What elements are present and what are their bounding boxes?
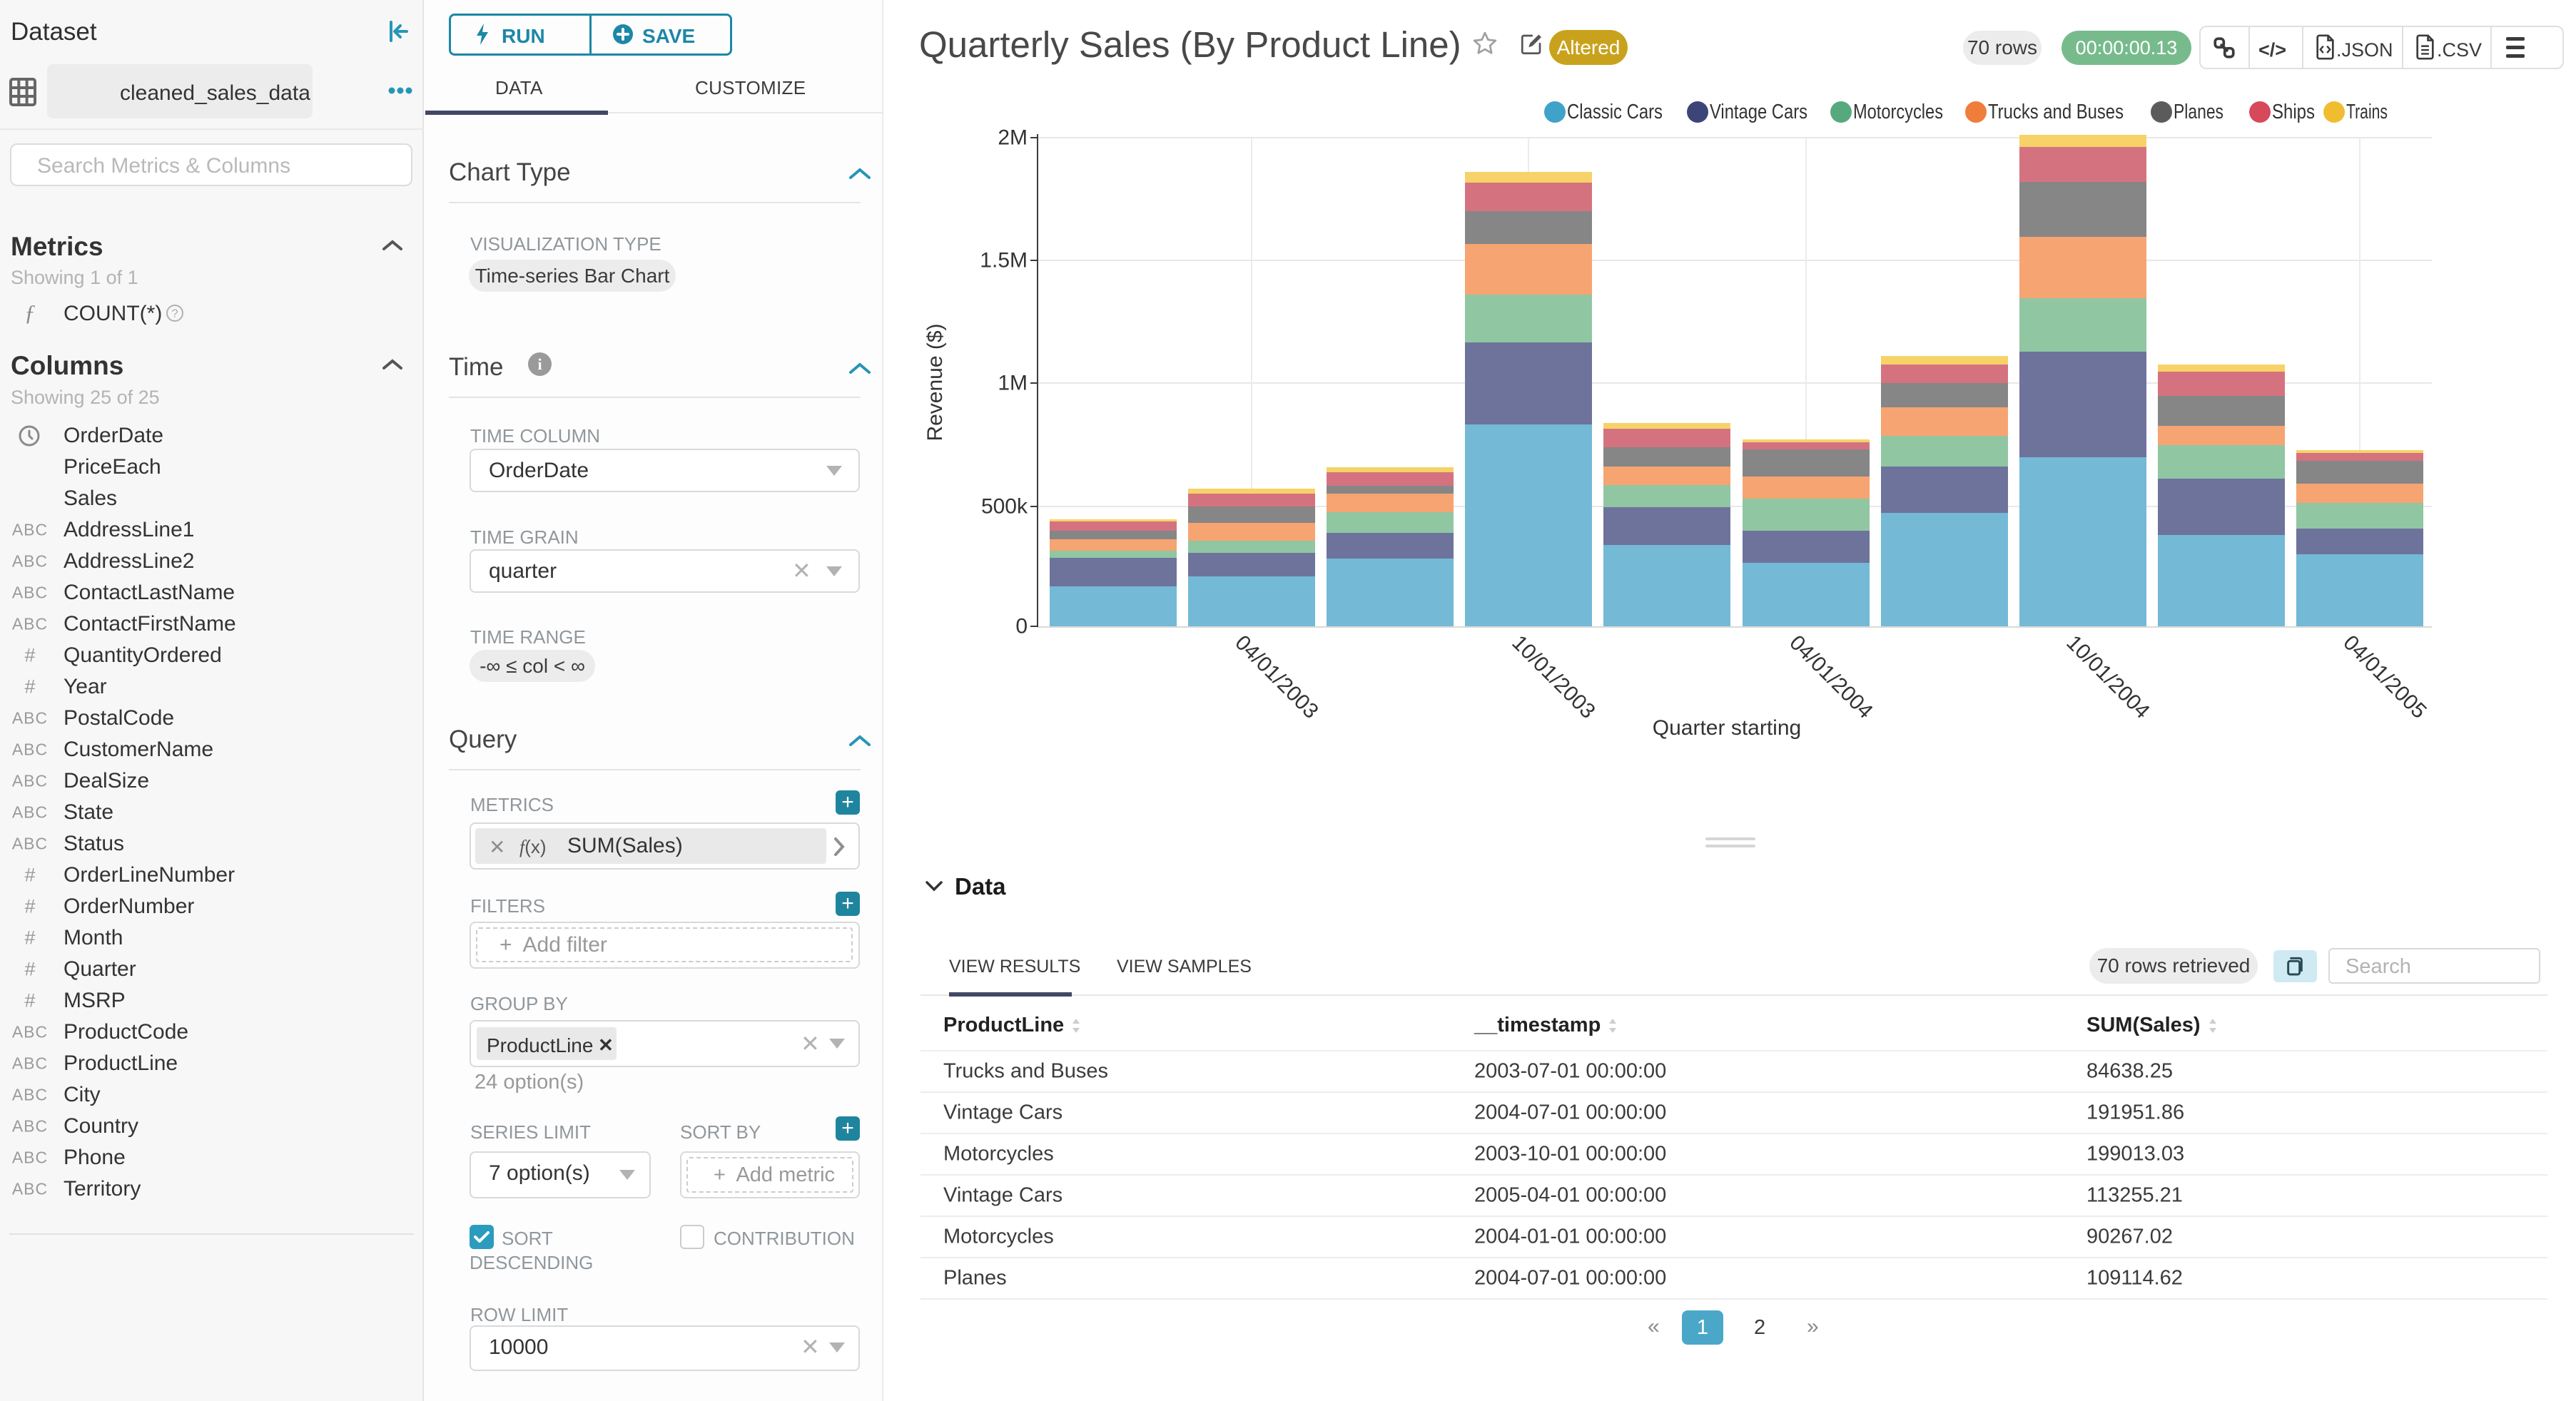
svg-text:1.5M: 1.5M — [980, 249, 1028, 272]
svg-text:Trucks and Buses: Trucks and Buses — [1988, 101, 2124, 123]
svg-text:04/01/2003: 04/01/2003 — [1230, 631, 1323, 723]
svg-text:Motorcycles: Motorcycles — [1853, 101, 1943, 123]
svg-text:2M: 2M — [998, 126, 1028, 150]
svg-text:04/01/2004: 04/01/2004 — [1785, 631, 1877, 723]
svg-text:Trains: Trains — [2346, 101, 2388, 123]
svg-text:Planes: Planes — [2174, 101, 2223, 123]
svg-text:Quarter starting: Quarter starting — [1653, 716, 1801, 740]
svg-text:500k: 500k — [981, 495, 1028, 519]
svg-text:Classic Cars: Classic Cars — [1567, 101, 1663, 123]
svg-text:Vintage Cars: Vintage Cars — [1710, 101, 1807, 123]
svg-text:1M: 1M — [998, 372, 1028, 395]
svg-text:10/01/2004: 10/01/2004 — [2062, 631, 2154, 723]
svg-text:0: 0 — [1015, 615, 1028, 638]
svg-text:10/01/2003: 10/01/2003 — [1507, 631, 1600, 723]
svg-text:Revenue ($): Revenue ($) — [923, 323, 947, 441]
svg-text:Ships: Ships — [2272, 101, 2315, 123]
svg-text:04/01/2005: 04/01/2005 — [2338, 631, 2431, 723]
